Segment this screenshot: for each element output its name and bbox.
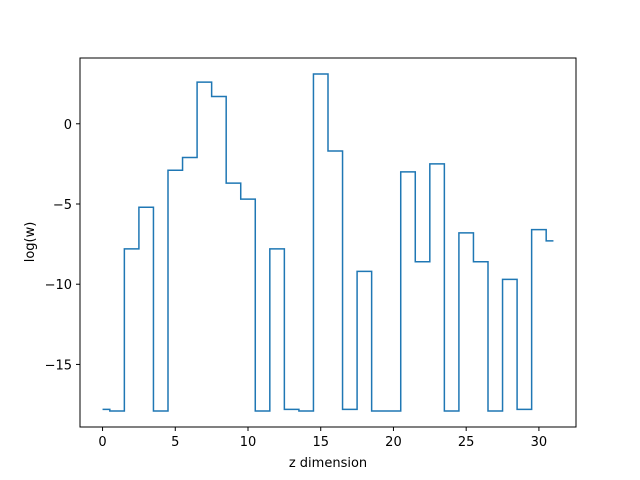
y-axis-label: log(w) — [23, 222, 38, 263]
x-tick-label: 30 — [531, 435, 548, 450]
y-tick-label: −5 — [53, 198, 72, 213]
axes-frame — [79, 57, 577, 428]
x-tick-label: 0 — [98, 435, 106, 450]
x-tick-label: 5 — [171, 435, 179, 450]
y-tick-label: 0 — [64, 118, 72, 133]
series-line — [102, 73, 554, 412]
y-tick-label: −10 — [45, 278, 72, 293]
x-tick-label: 25 — [458, 435, 475, 450]
x-tick-label: 20 — [385, 435, 402, 450]
x-tick-label: 15 — [312, 435, 329, 450]
x-tick-label: 10 — [240, 435, 257, 450]
x-axis-label: z dimension — [289, 456, 367, 471]
y-tick-label: −15 — [45, 358, 72, 373]
